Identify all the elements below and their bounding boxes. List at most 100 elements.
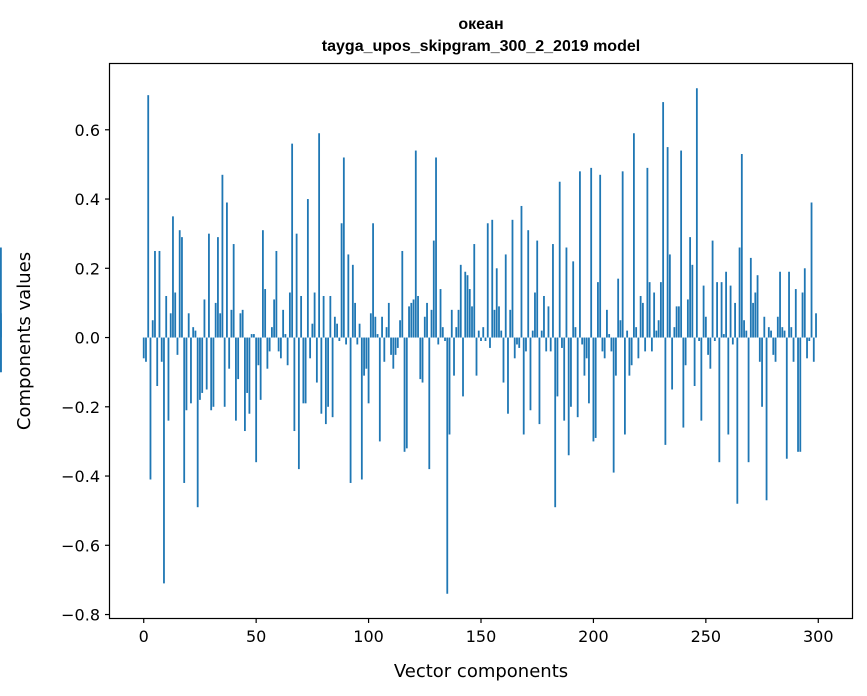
bar [448, 337, 451, 435]
bar [270, 327, 273, 338]
bar [372, 223, 374, 338]
x-axis: 0 50 100 150 200 250 300 [139, 618, 834, 646]
y-tick-label: −0.2 [61, 398, 100, 417]
bar [812, 337, 815, 362]
bar [419, 337, 422, 380]
bar [790, 327, 793, 338]
bar [342, 157, 345, 338]
bar [716, 282, 718, 338]
bar [226, 202, 228, 338]
bar [444, 337, 446, 341]
bar [565, 247, 568, 338]
bar [381, 316, 383, 338]
bar [763, 316, 766, 338]
bar [286, 337, 289, 366]
bar [617, 278, 620, 338]
bars-layer [0, 88, 817, 594]
bar [302, 337, 305, 404]
bar [196, 337, 199, 508]
bar [403, 337, 406, 452]
bar [792, 337, 795, 362]
bar [583, 337, 586, 376]
bar [675, 306, 678, 338]
y-tick-label: 0.0 [75, 329, 100, 348]
bar [412, 299, 415, 338]
bar [563, 337, 566, 421]
bar [183, 337, 186, 483]
bar [599, 174, 602, 338]
x-axis-label: Vector components [394, 661, 568, 682]
bar [525, 337, 527, 352]
bar [309, 337, 312, 359]
bar [756, 275, 759, 338]
bar [320, 337, 323, 414]
bar [435, 157, 437, 338]
bar [736, 337, 739, 504]
bar [693, 337, 696, 387]
bar [626, 330, 629, 338]
bar [729, 285, 732, 338]
bar [747, 337, 750, 463]
bar [509, 309, 512, 338]
bar [799, 337, 802, 452]
bar [808, 337, 811, 341]
bar [340, 223, 343, 338]
bar [324, 337, 327, 425]
bar [282, 309, 285, 338]
bar [612, 337, 615, 473]
bar [594, 337, 597, 438]
bar [664, 337, 667, 445]
bar [529, 337, 532, 411]
bar [201, 337, 204, 393]
bar [147, 95, 150, 338]
bar [423, 316, 426, 338]
bar [221, 174, 224, 338]
bar [288, 292, 291, 338]
bar [471, 306, 473, 338]
bar [356, 337, 359, 345]
bar [752, 302, 754, 338]
bar [695, 88, 698, 338]
bar [493, 309, 496, 338]
bar [345, 337, 347, 345]
bar [475, 337, 478, 376]
y-axis-label: Components values [14, 252, 35, 430]
bar [250, 334, 253, 338]
bar [477, 330, 480, 338]
bar [230, 309, 233, 338]
bar [718, 337, 721, 463]
bar [241, 309, 244, 338]
bar [450, 309, 453, 338]
bar [262, 230, 264, 338]
bar [145, 337, 147, 362]
bar [237, 337, 240, 380]
bar [700, 337, 703, 421]
x-tick-label: 50 [246, 627, 266, 646]
bar [516, 337, 518, 345]
bar [713, 337, 716, 341]
bar [212, 337, 215, 407]
bar [630, 337, 633, 366]
bar [567, 337, 570, 456]
bar [426, 302, 428, 338]
bar [635, 327, 638, 338]
bar [801, 292, 804, 338]
bar [543, 295, 545, 338]
bar [223, 337, 226, 407]
bar [358, 323, 361, 338]
bar [156, 337, 159, 387]
bar [304, 337, 307, 404]
bar [232, 244, 235, 338]
bar [619, 320, 622, 338]
bar [165, 295, 168, 338]
x-tick-label: 250 [691, 627, 722, 646]
bar [190, 337, 192, 404]
bar [428, 337, 431, 470]
bar [466, 275, 469, 338]
bar [374, 316, 377, 338]
bar [767, 327, 770, 338]
bar [646, 167, 649, 338]
bar [149, 337, 152, 480]
bar [192, 327, 195, 338]
bar [187, 313, 190, 338]
